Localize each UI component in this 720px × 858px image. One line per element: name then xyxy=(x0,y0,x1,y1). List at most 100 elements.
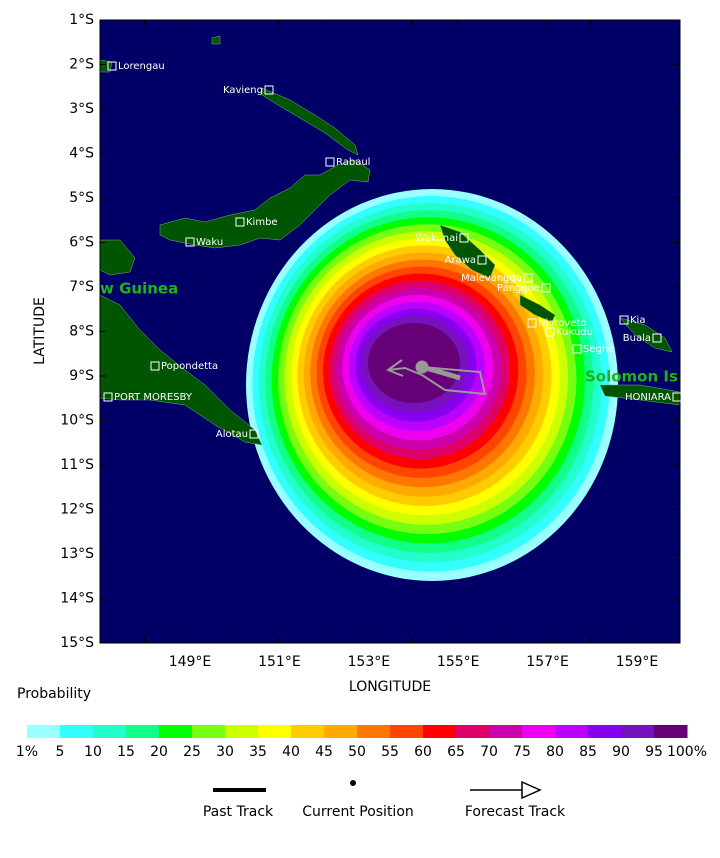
track-legend-label: Current Position xyxy=(302,804,414,820)
place-label: Kukudu xyxy=(556,327,593,338)
probability-field xyxy=(246,189,618,581)
track-legend-label: Past Track xyxy=(203,804,274,820)
colorbar-label: 30 xyxy=(216,744,234,760)
colorbar-label: 100% xyxy=(667,744,707,760)
colorbar-label: 70 xyxy=(480,744,498,760)
place-label: Malevangga xyxy=(461,273,522,284)
y-axis-label: LATITUDE xyxy=(32,297,48,365)
y-tick-label: 1°S xyxy=(69,12,94,28)
colorbar-swatch xyxy=(291,725,325,738)
place-marker xyxy=(672,392,682,402)
colorbar-swatch xyxy=(489,725,523,738)
y-tick-label: 2°S xyxy=(69,57,94,73)
place-label: Alotau xyxy=(216,429,248,440)
places: Lorengau Kavieng Rabaul Kimbe Waku Wakunai Ara… xyxy=(103,61,682,440)
colorbar-label: 95 xyxy=(645,744,663,760)
y-tick-label: 12°S xyxy=(60,502,94,518)
colorbar-label: 10 xyxy=(84,744,102,760)
place-marker xyxy=(235,217,245,227)
forecast-track-line xyxy=(385,359,487,396)
forecast-track-symbol xyxy=(470,780,542,800)
place-label: Waku xyxy=(196,237,223,248)
y-tick-label: 5°S xyxy=(69,190,94,206)
place-label: Arawa xyxy=(445,255,476,266)
colorbar-label: 20 xyxy=(150,744,168,760)
place-marker xyxy=(541,283,551,293)
colorbar-label: 1% xyxy=(16,744,38,760)
colorbar-label: 90 xyxy=(612,744,630,760)
colorbar-label: 25 xyxy=(183,744,201,760)
colorbar-label: 80 xyxy=(546,744,564,760)
place-marker xyxy=(103,392,113,402)
colorbar-label: 55 xyxy=(381,744,399,760)
place-marker xyxy=(264,85,274,95)
place-label: Buala xyxy=(623,333,651,344)
y-tick-label: 4°S xyxy=(69,146,94,162)
place-label: Kimbe xyxy=(246,217,278,228)
place-label: Rabaul xyxy=(336,157,370,168)
current-position-symbol xyxy=(350,780,356,786)
colorbar-swatch xyxy=(126,725,160,738)
place-marker xyxy=(523,273,533,283)
x-tick-label: 159°E xyxy=(616,654,659,670)
colorbar-swatch xyxy=(27,725,61,738)
colorbar-swatch xyxy=(225,725,259,738)
axis-ticks: 1°S 2°S 3°S 4°S 5°S 6°S 7°S 8°S 9°S 10°S 11°S 12°S 1… xyxy=(60,12,680,670)
place-label: Kia xyxy=(630,315,645,326)
place-label: Lorengau xyxy=(118,61,165,72)
colorbar-swatch xyxy=(654,725,688,738)
place-marker xyxy=(249,429,259,439)
place-label: Seghe xyxy=(583,344,614,355)
probability-ring xyxy=(368,323,460,403)
y-tick-label: 10°S xyxy=(60,413,94,429)
colorbar-swatch xyxy=(555,725,589,738)
place-marker xyxy=(527,318,537,328)
colorbar-label: 15 xyxy=(117,744,135,760)
y-tick-label: 15°S xyxy=(60,635,94,651)
colorbar-label: 75 xyxy=(513,744,531,760)
colorbar-swatch xyxy=(423,725,457,738)
place-marker xyxy=(477,255,487,265)
colorbar-label: 5 xyxy=(56,744,65,760)
x-axis-label: LONGITUDE xyxy=(349,679,431,695)
colorbar-swatch xyxy=(522,725,556,738)
colorbar-swatch xyxy=(93,725,127,738)
place-label: Panggoe xyxy=(497,283,540,294)
y-tick-label: 13°S xyxy=(60,546,94,562)
place-marker xyxy=(459,233,469,243)
colorbar: 1% 5 10 15 20 25 30 35 40 45 50 55 60 65 70 75 80 85 90 95 1… xyxy=(16,725,707,760)
land xyxy=(100,35,680,446)
colorbar-label: 45 xyxy=(315,744,333,760)
place-label: Kavieng xyxy=(223,85,263,96)
y-tick-label: 3°S xyxy=(69,101,94,117)
y-tick-label: 14°S xyxy=(60,591,94,607)
colorbar-label: 35 xyxy=(249,744,267,760)
place-label: Popondetta xyxy=(161,361,218,372)
place-marker xyxy=(325,157,335,167)
legend-title: Probability xyxy=(17,686,91,702)
colorbar-label: 65 xyxy=(447,744,465,760)
y-tick-label: 6°S xyxy=(69,235,94,251)
colorbar-swatch xyxy=(258,725,292,738)
colorbar-label: 85 xyxy=(579,744,597,760)
y-tick-label: 8°S xyxy=(69,324,94,340)
colorbar-label: 40 xyxy=(282,744,300,760)
place-marker xyxy=(150,361,160,371)
place-marker xyxy=(652,333,662,343)
y-tick-label: 11°S xyxy=(60,457,94,473)
y-tick-label: 7°S xyxy=(69,279,94,295)
colorbar-swatch xyxy=(588,725,622,738)
x-tick-label: 157°E xyxy=(526,654,569,670)
region-label: w Guinea xyxy=(100,280,178,298)
x-tick-label: 155°E xyxy=(437,654,480,670)
place-marker xyxy=(619,315,629,325)
place-label: Wakunai xyxy=(416,233,458,244)
colorbar-swatch xyxy=(159,725,193,738)
colorbar-swatch xyxy=(621,725,655,738)
track-legend-label: Forecast Track xyxy=(465,804,566,820)
place-marker xyxy=(545,327,555,337)
place-marker xyxy=(572,344,582,354)
region-label: Solomon Is xyxy=(585,368,678,386)
